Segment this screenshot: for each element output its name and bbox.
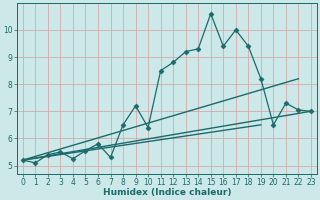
X-axis label: Humidex (Indice chaleur): Humidex (Indice chaleur)	[103, 188, 231, 197]
